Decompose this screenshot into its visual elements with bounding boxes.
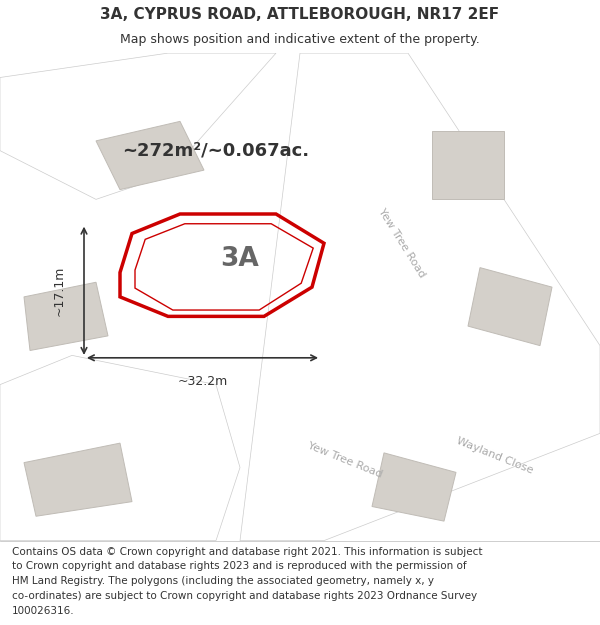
Text: 3A, CYPRUS ROAD, ATTLEBOROUGH, NR17 2EF: 3A, CYPRUS ROAD, ATTLEBOROUGH, NR17 2EF	[100, 8, 500, 22]
Polygon shape	[0, 53, 276, 199]
Polygon shape	[96, 121, 204, 189]
Text: ~272m²/~0.067ac.: ~272m²/~0.067ac.	[122, 142, 310, 159]
Text: Map shows position and indicative extent of the property.: Map shows position and indicative extent…	[120, 33, 480, 46]
Text: ~17.1m: ~17.1m	[53, 266, 66, 316]
Polygon shape	[240, 53, 600, 541]
Polygon shape	[24, 443, 132, 516]
Text: co-ordinates) are subject to Crown copyright and database rights 2023 Ordnance S: co-ordinates) are subject to Crown copyr…	[12, 591, 477, 601]
Text: 100026316.: 100026316.	[12, 606, 74, 616]
Polygon shape	[468, 268, 552, 346]
Text: Wayland Close: Wayland Close	[455, 436, 535, 475]
Text: 3A: 3A	[221, 246, 259, 272]
Text: Contains OS data © Crown copyright and database right 2021. This information is : Contains OS data © Crown copyright and d…	[12, 546, 482, 556]
Polygon shape	[372, 453, 456, 521]
Text: HM Land Registry. The polygons (including the associated geometry, namely x, y: HM Land Registry. The polygons (includin…	[12, 576, 434, 586]
Polygon shape	[432, 131, 504, 199]
Polygon shape	[24, 282, 108, 351]
Text: ~32.2m: ~32.2m	[178, 375, 227, 388]
Polygon shape	[0, 356, 240, 541]
Text: Yew Tree Road: Yew Tree Road	[377, 207, 427, 279]
Text: to Crown copyright and database rights 2023 and is reproduced with the permissio: to Crown copyright and database rights 2…	[12, 561, 467, 571]
Text: Yew Tree Road: Yew Tree Road	[306, 441, 384, 480]
